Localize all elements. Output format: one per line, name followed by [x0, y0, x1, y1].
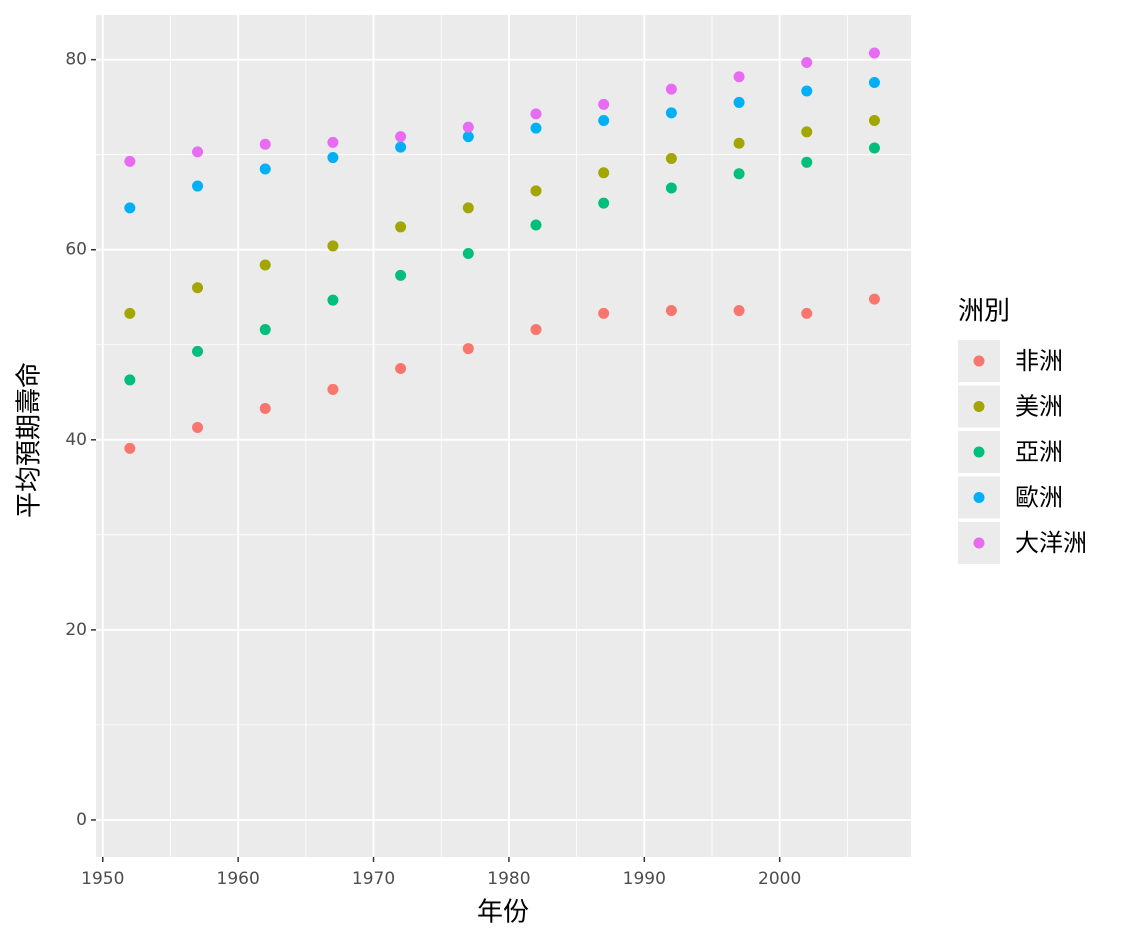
point [868, 114, 880, 126]
x-tick-label: 1950 [81, 869, 124, 889]
legend-title: 洲別 [958, 297, 1010, 327]
point [733, 71, 745, 83]
point [598, 114, 610, 126]
point [801, 126, 813, 138]
point [462, 343, 474, 355]
point [801, 85, 813, 97]
point [733, 168, 745, 180]
point [395, 131, 407, 143]
point [192, 421, 204, 433]
x-tick-label: 1970 [352, 869, 395, 889]
point [124, 202, 136, 214]
point [801, 156, 813, 168]
point [665, 153, 677, 165]
point [395, 221, 407, 233]
y-tick-label: 80 [65, 50, 87, 70]
y-tick-label: 20 [65, 620, 87, 640]
point [259, 259, 271, 271]
point [733, 137, 745, 149]
point [192, 180, 204, 192]
point [801, 307, 813, 319]
point [259, 138, 271, 150]
point [868, 47, 880, 59]
point [665, 83, 677, 95]
point [395, 141, 407, 153]
point [395, 363, 407, 375]
point [733, 96, 745, 108]
point [124, 155, 136, 167]
point [462, 202, 474, 214]
legend-label: 亞洲 [1015, 438, 1063, 466]
point [462, 121, 474, 133]
point [327, 136, 339, 148]
point [192, 345, 204, 357]
point [259, 163, 271, 175]
point [327, 152, 339, 164]
legend-marker [973, 492, 985, 503]
legend-marker [973, 355, 985, 367]
point [733, 305, 745, 317]
point [868, 76, 880, 88]
x-tick-label: 1980 [487, 869, 530, 889]
x-tick-label: 1990 [623, 869, 666, 889]
legend-marker [973, 537, 985, 549]
legend-label: 大洋洲 [1015, 529, 1087, 557]
point [868, 293, 880, 305]
point [530, 219, 542, 231]
point [665, 305, 677, 317]
point [395, 269, 407, 281]
point [530, 324, 542, 336]
point [462, 131, 474, 143]
point [530, 122, 542, 134]
point [598, 98, 610, 110]
x-axis-label: 年份 [477, 898, 529, 928]
point [124, 374, 136, 386]
legend-label: 非洲 [1015, 347, 1063, 375]
point [124, 307, 136, 319]
point [665, 182, 677, 194]
x-tick-label: 1960 [217, 869, 260, 889]
y-tick-label: 40 [65, 430, 87, 450]
y-axis-label: 平均預期壽命 [15, 362, 45, 518]
y-tick-label: 60 [65, 240, 87, 260]
panel [96, 15, 911, 857]
legend-label: 美洲 [1015, 393, 1063, 421]
point [598, 167, 610, 179]
point [327, 383, 339, 395]
y-tick-label: 0 [76, 810, 87, 830]
legend-marker [973, 401, 985, 412]
point [192, 282, 204, 294]
point [327, 240, 339, 252]
point [598, 197, 610, 209]
point [530, 185, 542, 197]
point [665, 107, 677, 119]
point [327, 294, 339, 306]
point [124, 442, 136, 454]
legend-label: 歐洲 [1015, 484, 1063, 512]
legend-marker [973, 446, 985, 458]
point [259, 324, 271, 336]
point [192, 146, 204, 158]
point [462, 248, 474, 260]
point [259, 402, 271, 414]
point [598, 307, 610, 319]
point [801, 57, 813, 69]
x-tick-label: 2000 [758, 869, 801, 889]
point [868, 142, 880, 154]
point [530, 108, 542, 120]
